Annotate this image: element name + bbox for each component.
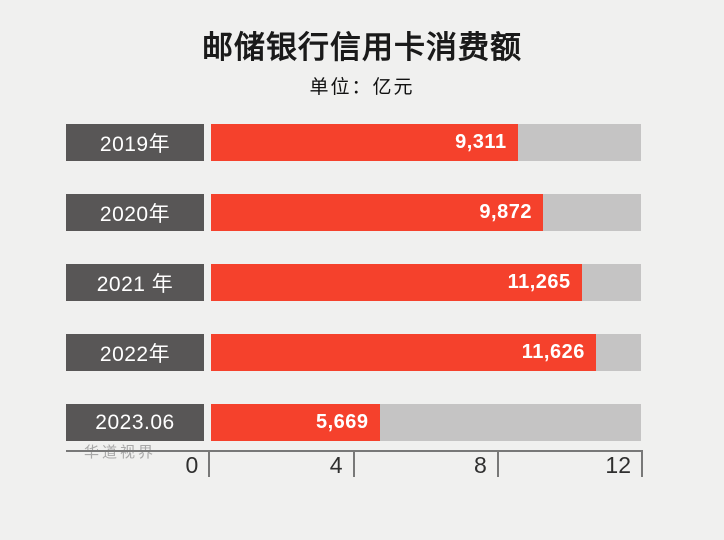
watermark: 华道视界 xyxy=(84,444,157,461)
x-axis-tick-label: 4 xyxy=(210,452,355,477)
x-axis: 0 4 8 12 xyxy=(66,450,643,477)
bar-row: 2020年 9,872 xyxy=(66,194,641,231)
bar-row: 2022年 11,626 xyxy=(66,334,641,371)
bar: 9,311 xyxy=(211,124,518,161)
bar-value-label: 11,265 xyxy=(507,271,571,293)
bar-row: 2023.06 5,669 xyxy=(66,404,641,441)
x-axis-tick-label: 12 xyxy=(499,452,643,477)
bar: 9,872 xyxy=(211,194,543,231)
bar-track: 9,872 xyxy=(211,194,641,231)
bar-track: 11,265 xyxy=(211,264,641,301)
bar-value-label: 9,872 xyxy=(479,201,532,223)
chart-title: 邮储银行信用卡消费额 xyxy=(202,30,522,65)
category-label: 2020年 xyxy=(66,194,204,231)
bar-row: 2019年 9,311 xyxy=(66,124,641,161)
bar: 5,669 xyxy=(211,404,380,441)
bar-value-label: 9,311 xyxy=(455,131,507,153)
bar: 11,265 xyxy=(211,264,582,301)
bar-track: 9,311 xyxy=(211,124,641,161)
chart-subtitle: 单位：亿元 xyxy=(309,77,415,98)
bar-track: 5,669 xyxy=(211,404,641,441)
category-label: 2023.06 xyxy=(66,404,204,441)
category-label: 2019年 xyxy=(66,124,204,161)
bar-row: 2021 年 11,265 xyxy=(66,264,641,301)
category-label: 2021 年 xyxy=(66,264,204,301)
x-axis-tick-label: 0 xyxy=(66,452,211,477)
bar-chart: 2019年 9,311 2020年 9,872 2021 年 11,265 2022年 11,… xyxy=(66,124,641,474)
x-axis-tick-label: 8 xyxy=(355,452,499,477)
bar-value-label: 11,626 xyxy=(521,341,585,363)
category-label: 2022年 xyxy=(66,334,204,371)
bar: 11,626 xyxy=(211,334,596,371)
bar-track: 11,626 xyxy=(211,334,641,371)
bar-value-label: 5,669 xyxy=(315,411,369,433)
